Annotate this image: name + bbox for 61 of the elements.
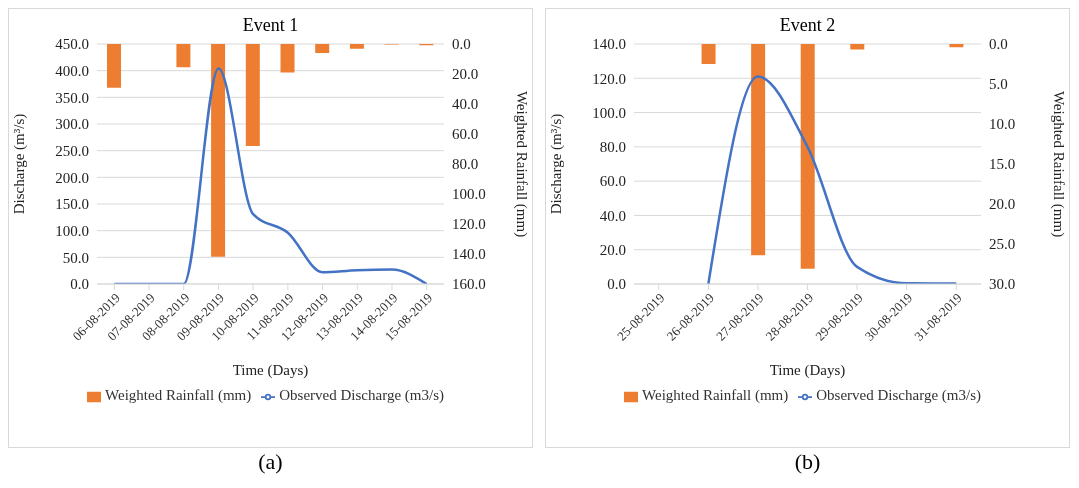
chart-title: Event 2	[778, 15, 837, 36]
y2-tick-label: 20.0	[989, 196, 1016, 213]
y2-tick-label: 40.0	[452, 96, 479, 113]
legend-label: Weighted Rainfall (mm)	[105, 387, 252, 403]
y-tick-label: 200.0	[55, 169, 89, 186]
bar	[349, 44, 364, 49]
y-tick-label: 250.0	[55, 142, 89, 159]
y2-tick-label: 0.0	[989, 36, 1008, 53]
bar	[280, 44, 295, 73]
y2-tick-label: 10.0	[989, 116, 1016, 133]
y2-tick-label: 140.0	[452, 246, 486, 263]
legend-label: Weighted Rainfall (mm)	[642, 387, 789, 403]
y2-tick-label: 20.0	[452, 66, 479, 83]
y2-tick-label: 160.0	[452, 276, 486, 293]
y2-tick-label: 25.0	[989, 236, 1016, 253]
bar	[800, 44, 815, 269]
y-tick-label: 50.0	[62, 249, 89, 266]
x-axis-title: Time (Days)	[769, 362, 846, 379]
bar	[701, 44, 716, 64]
y-tick-label: 400.0	[55, 62, 89, 79]
legend-label: Observed Discharge (m3/s)	[816, 387, 981, 403]
y2-axis-title: Weighted Rainfall (mm)	[1049, 90, 1067, 238]
y-tick-label: 140.0	[592, 36, 626, 53]
y2-tick-label: 60.0	[452, 126, 479, 143]
y-tick-label: 0.0	[607, 276, 626, 293]
y-tick-label: 20.0	[599, 242, 626, 259]
y-axis-title: Discharge (m³/s)	[11, 113, 29, 215]
y-tick-label: 0.0	[70, 276, 89, 293]
y-tick-label: 100.0	[592, 104, 626, 121]
text: (a)	[257, 449, 284, 475]
y2-tick-label: 15.0	[989, 156, 1016, 173]
y-tick-label: 60.0	[599, 173, 626, 190]
bar	[850, 44, 865, 50]
y-tick-label: 120.0	[592, 70, 626, 87]
bar	[176, 44, 191, 68]
y-axis-title: Discharge (m³/s)	[548, 113, 566, 215]
y2-tick-label: 100.0	[452, 186, 486, 203]
bar	[315, 44, 330, 53]
y-tick-label: 450.0	[55, 36, 89, 53]
bar	[751, 44, 766, 256]
y2-tick-label: 0.0	[452, 36, 471, 53]
y-tick-label: 100.0	[55, 222, 89, 239]
x-axis-title: Time (Days)	[232, 362, 309, 379]
chart-title: Event 1	[241, 15, 300, 36]
y-tick-label: 150.0	[55, 196, 89, 213]
bar	[211, 44, 226, 257]
y-tick-label: 300.0	[55, 116, 89, 133]
line-series	[707, 75, 958, 284]
text: (b)	[793, 449, 822, 475]
y2-tick-label: 30.0	[989, 276, 1016, 293]
y-tick-label: 80.0	[599, 139, 626, 156]
y2-tick-label: 120.0	[452, 216, 486, 233]
y2-tick-label: 5.0	[989, 76, 1008, 93]
legend-label: Observed Discharge (m3/s)	[279, 387, 444, 403]
y2-tick-label: 80.0	[452, 156, 479, 173]
y-tick-label: 350.0	[55, 89, 89, 106]
y2-axis-title: Weighted Rainfall (mm)	[512, 90, 530, 238]
bar	[107, 44, 121, 88]
bar	[245, 44, 260, 146]
y-tick-label: 40.0	[599, 207, 626, 224]
bar	[949, 44, 964, 48]
